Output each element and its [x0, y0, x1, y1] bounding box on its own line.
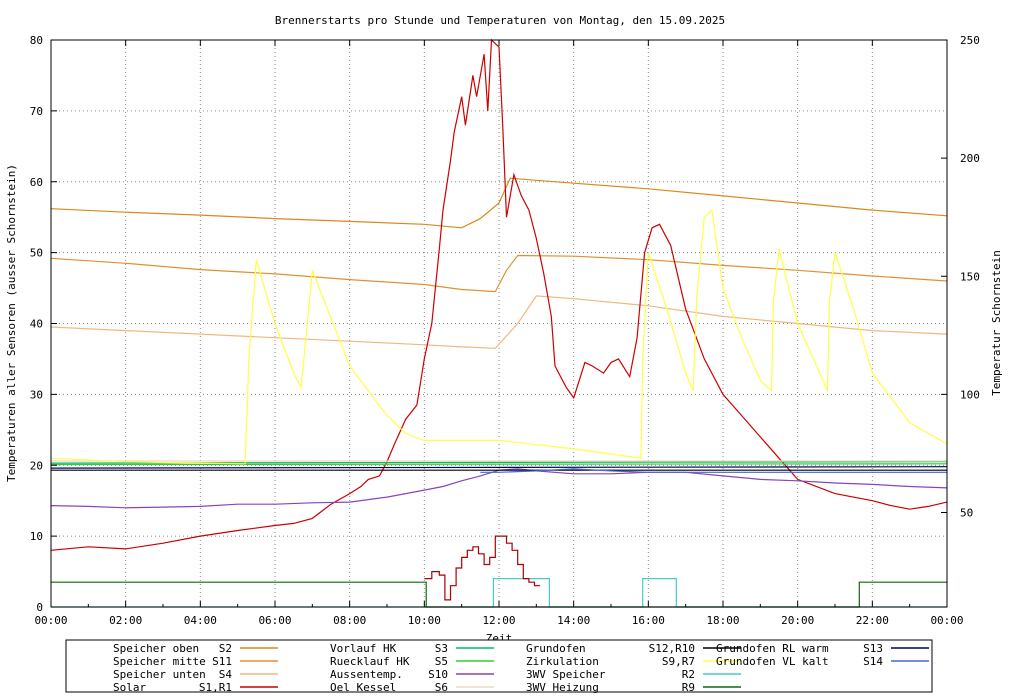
x-tick-label: 16:00	[632, 614, 665, 627]
y-tick-label: 0	[36, 601, 43, 614]
legend-label-speicher-unten: Speicher unten	[113, 668, 206, 681]
y-tick-label: 60	[30, 176, 43, 189]
y-axis: 0 10 20 30 40 50 60 70 80	[30, 34, 57, 614]
legend-sensor-grundofen-vl-kalt: S14	[863, 655, 883, 668]
legend-label-3wv-heizung: 3WV Heizung	[526, 681, 599, 694]
legend-sensor-grundofen: S12,R10	[649, 642, 695, 655]
legend-sensor-speicher-oben: S2	[219, 642, 232, 655]
y-tick-label: 50	[30, 247, 43, 260]
legend-sensor-oel-kessel: S6	[435, 681, 448, 694]
series-line-solar	[50, 38, 948, 551]
x-tick-label: 18:00	[706, 614, 739, 627]
legend-label-speicher-mitte: Speicher mitte	[113, 655, 206, 668]
legend-label-grundofen-vl-kalt: Grundofen VL kalt	[716, 655, 829, 668]
legend-sensor-3wv-heizung: R9	[682, 681, 695, 694]
series-line-grundofen-rl-warm	[50, 466, 948, 469]
y-tick-label: 20	[30, 459, 43, 472]
legend-sensor-speicher-unten: S4	[219, 668, 233, 681]
legend-label-speicher-oben: Speicher oben	[113, 642, 199, 655]
x-tick-label: 08:00	[333, 614, 366, 627]
series-line-grundofen-vl-kalt	[480, 468, 947, 473]
y-tick-label: 30	[30, 388, 43, 401]
legend-frame	[65, 639, 933, 693]
legend-label-vorlauf-hk: Vorlauf HK	[330, 642, 397, 655]
chart-title: Brennerstarts pro Stunde und Temperature…	[275, 14, 725, 27]
y2-tick-label: 50	[960, 507, 973, 520]
legend-label-3wv-speicher: 3WV Speicher	[526, 668, 606, 681]
legend-label-solar: Solar	[113, 681, 146, 694]
series-line-speicher-unten	[50, 295, 948, 349]
legend-sensor-vorlauf-hk: S3	[435, 642, 448, 655]
x-tick-label: 00:00	[34, 614, 67, 627]
legend-sensor-solar: S1,R1	[199, 681, 232, 694]
x-tick-label: 00:00	[930, 614, 963, 627]
legend-label-grundofen-rl-warm: Grundofen RL warm	[716, 642, 829, 655]
y-axis-label: Temperaturen aller Sensoren (ausser Scho…	[5, 164, 18, 482]
x-tick-label: 10:00	[408, 614, 441, 627]
y-tick-label: 40	[30, 318, 43, 331]
x-tick-label: 04:00	[184, 614, 217, 627]
series-line-aussentemp	[50, 468, 948, 509]
series-line-zirkulation	[50, 208, 948, 465]
y2-tick-label: 200	[960, 152, 980, 165]
grid	[51, 40, 947, 607]
legend-label-ruecklauf-hk: Ruecklauf HK	[330, 655, 410, 668]
x-tick-label: 12:00	[482, 614, 515, 627]
series-line-speicher-oben	[50, 177, 948, 229]
series-line-brennerstarts	[424, 535, 541, 601]
x-tick-label: 06:00	[258, 614, 291, 627]
y-tick-label: 80	[30, 34, 43, 47]
x-tick-label: 22:00	[856, 614, 889, 627]
x-tick-label: 02:00	[109, 614, 142, 627]
legend-sensor-grundofen-rl-warm: S13	[863, 642, 883, 655]
legend-label-oel-kessel: Oel Kessel	[330, 681, 396, 694]
y-tick-label: 10	[30, 530, 43, 543]
y2-tick-label: 250	[960, 34, 980, 47]
legend-sensor-speicher-mitte: S11	[212, 655, 232, 668]
x-axis: 00:00 02:00 04:00 06:00 08:00 10:00 12:00 14:00…	[34, 40, 964, 627]
y2-axis: 50 100 150 200 250	[941, 34, 980, 520]
legend-label-aussentemp: Aussentemp.	[330, 668, 403, 681]
y2-tick-label: 150	[960, 270, 980, 283]
x-tick-label: 20:00	[781, 614, 814, 627]
legend-sensor-3wv-speicher: R2	[682, 668, 695, 681]
legend-sensor-aussentemp: S10	[428, 668, 448, 681]
legend-label-grundofen: Grundofen	[526, 642, 586, 655]
y2-axis-label: Temperatur Schornstein	[990, 250, 1003, 396]
series-line-speicher-mitte	[50, 254, 948, 293]
legend-sensor-ruecklauf-hk: S5	[435, 655, 448, 668]
legend-sensor-zirkulation: S9,R7	[662, 655, 695, 668]
legend-label-zirkulation: Zirkulation	[526, 655, 599, 668]
y-tick-label: 70	[30, 105, 43, 118]
x-tick-label: 14:00	[557, 614, 590, 627]
y2-tick-label: 100	[960, 388, 980, 401]
series-line-ruecklauf-hk	[50, 463, 948, 466]
legend: Speicher oben S2 Speicher mitte S11 Speicher…	[65, 639, 933, 694]
